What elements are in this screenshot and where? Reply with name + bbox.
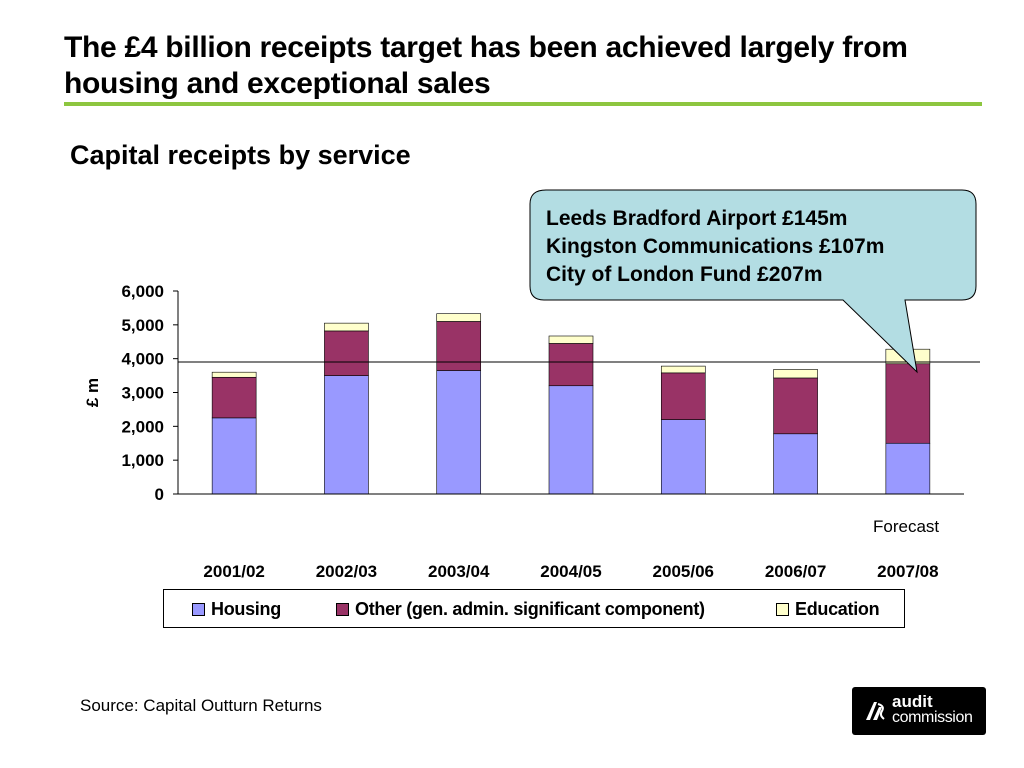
callout-line: Leeds Bradford Airport £145m <box>546 207 848 230</box>
y-tick-label: 2,000 <box>121 417 164 436</box>
y-tick-label: 0 <box>155 485 164 504</box>
legend-swatch-education <box>776 603 789 616</box>
bar-other-2003-04 <box>436 321 482 371</box>
bar-other-2001-02 <box>211 376 257 419</box>
bar-housing-2004-05 <box>548 385 594 495</box>
source-note: Source: Capital Outturn Returns <box>80 696 322 715</box>
bar-housing-2007-08 <box>885 442 931 495</box>
bar-education-2005-06 <box>660 365 706 374</box>
chart-subtitle: Capital receipts by service <box>70 140 411 170</box>
bar-education-2003-04 <box>436 313 482 322</box>
bar-housing-2002-03 <box>324 375 369 495</box>
legend-item-housing: Housing <box>192 599 281 620</box>
y-tick-label: 4,000 <box>121 350 164 369</box>
slide-title: The £4 billion receipts target has been … <box>64 31 908 100</box>
bar-other-2006-07 <box>773 377 818 435</box>
bar-education-2006-07 <box>773 369 818 379</box>
bar-other-2007-08 <box>885 363 931 444</box>
logo-text: audit <box>892 692 933 711</box>
legend-label: Housing <box>211 599 281 619</box>
y-tick-label: 6,000 <box>121 282 164 301</box>
y-axis-label: £ m <box>83 378 102 407</box>
x-tick-label: 2007/08 <box>877 562 938 581</box>
x-tick-label: 2005/06 <box>653 562 714 581</box>
logo-emblem-icon <box>866 702 885 720</box>
legend-item-education: Education <box>776 599 880 620</box>
forecast-label: Forecast <box>873 517 940 536</box>
x-tick-label: 2003/04 <box>428 562 490 581</box>
bar-other-2005-06 <box>660 372 706 420</box>
legend-swatch-other <box>336 603 349 616</box>
bar-education-2001-02 <box>211 371 257 378</box>
legend-label: Other (gen. admin. significant component… <box>355 599 705 619</box>
bar-housing-2006-07 <box>773 433 818 495</box>
y-tick-label: 3,000 <box>121 384 164 403</box>
legend-swatch-housing <box>192 603 205 616</box>
y-tick-label: 5,000 <box>121 316 164 335</box>
audit-commission-logo: audit commission <box>852 687 986 735</box>
y-tick-label: 1,000 <box>121 451 164 470</box>
callout-line: Kingston Communications £107m <box>546 235 885 258</box>
bar-housing-2005-06 <box>660 419 706 495</box>
bar-education-2002-03 <box>324 322 369 332</box>
bar-education-2004-05 <box>548 335 594 344</box>
x-tick-label: 2002/03 <box>316 562 377 581</box>
callout-bubble <box>529 189 977 374</box>
logo-text: commission <box>892 709 973 726</box>
bar-other-2004-05 <box>548 343 594 387</box>
legend-item-other: Other (gen. admin. significant component… <box>336 599 705 620</box>
chart-legend: Housing Other (gen. admin. significant c… <box>163 589 905 628</box>
title-divider <box>64 102 982 106</box>
x-tick-label: 2006/07 <box>765 562 826 581</box>
bar-other-2002-03 <box>324 330 369 376</box>
bar-housing-2001-02 <box>211 417 257 495</box>
x-tick-label: 2001/02 <box>203 562 264 581</box>
callout-line: City of London Fund £207m <box>546 263 823 286</box>
x-tick-label: 2004/05 <box>540 562 601 581</box>
legend-label: Education <box>795 599 880 619</box>
callout-text: Leeds Bradford Airport £145m Kingston Co… <box>546 205 976 289</box>
bar-housing-2003-04 <box>436 370 482 495</box>
